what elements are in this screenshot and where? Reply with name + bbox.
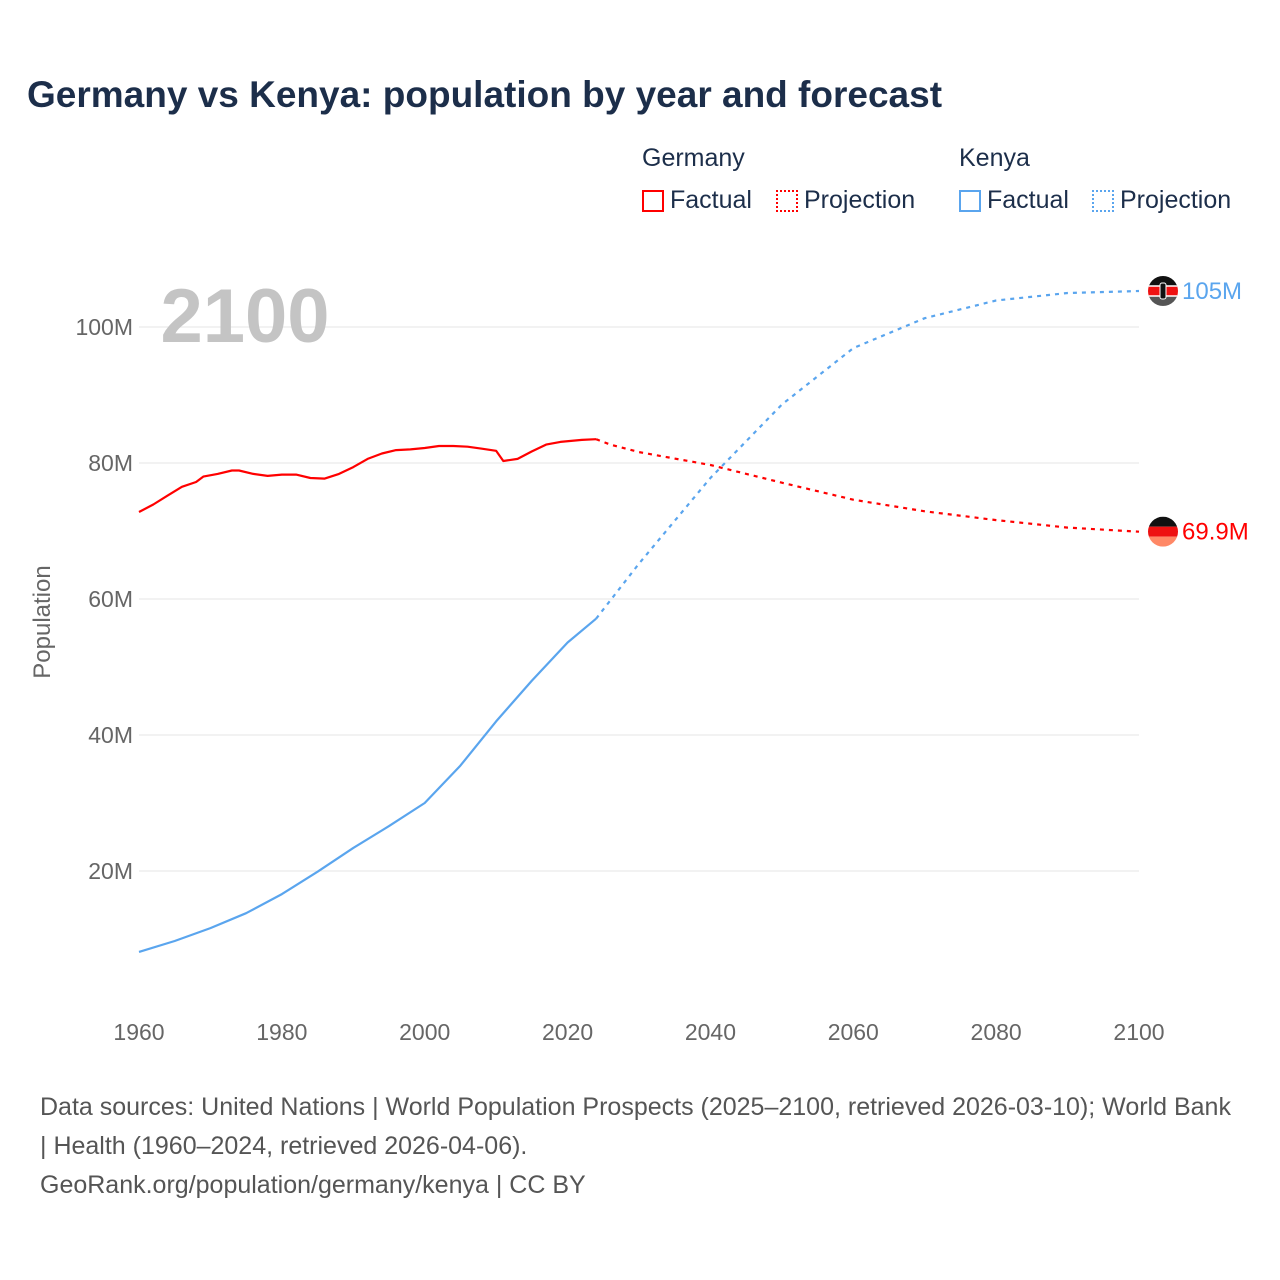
x-tick-label: 2040: [685, 1019, 736, 1045]
footer: Data sources: United Nations | World Pop…: [40, 1088, 1240, 1205]
dotted-swatch-icon: [776, 189, 798, 212]
y-tick-label: 20M: [88, 858, 133, 884]
solid-swatch-icon: [642, 189, 664, 212]
flag-stripes: [1148, 275, 1178, 306]
legend-kenya-projection[interactable]: Projection: [1092, 186, 1231, 215]
series-line-kenya-projection: [595, 289, 1140, 620]
y-axis-label: Population: [29, 565, 56, 678]
flag-stripes: [1148, 516, 1178, 547]
legend-kenya-factual[interactable]: Factual: [959, 186, 1069, 215]
x-tick-label: 2000: [399, 1019, 450, 1045]
solid-swatch-icon: [959, 189, 981, 212]
flag-stripe: [1148, 516, 1178, 527]
x-tick-label: 2060: [828, 1019, 879, 1045]
dotted-swatch-icon: [1092, 189, 1114, 212]
end-value-label: 105M: [1182, 278, 1242, 305]
legend-germany-factual[interactable]: Factual: [642, 186, 752, 215]
series-line-kenya-factual: [138, 617, 597, 953]
end-value-label: 69.9M: [1182, 519, 1249, 546]
legend-label: Projection: [804, 186, 916, 214]
flag-shield: [1159, 282, 1167, 300]
legend-germany-projection[interactable]: Projection: [776, 186, 915, 215]
year-label: 2100: [160, 274, 329, 359]
x-tick-label: 1980: [256, 1019, 307, 1045]
flag-stripe: [1148, 526, 1178, 537]
series-line-germany-factual: [138, 438, 597, 513]
kenya-flag-icon: [1148, 275, 1178, 306]
flag-stripe: [1148, 536, 1178, 547]
legend-group-germany: Germany: [642, 144, 745, 172]
series-line-germany-projection: [595, 438, 1140, 533]
germany-flag-icon: [1148, 516, 1178, 547]
flag-stripe: [1148, 275, 1178, 286]
data-sources: Data sources: United Nations | World Pop…: [40, 1093, 1231, 1160]
y-tick-label: 60M: [88, 586, 133, 612]
y-tick-label: 40M: [88, 722, 133, 748]
source-link[interactable]: GeoRank.org/population/germany/kenya | C…: [40, 1171, 586, 1199]
x-tick-label: 2100: [1113, 1019, 1164, 1045]
legend-label: Factual: [987, 186, 1069, 214]
chart-title: Germany vs Kenya: population by year and…: [27, 74, 943, 115]
y-tick-label: 80M: [88, 450, 133, 476]
x-tick-label: 2080: [971, 1019, 1022, 1045]
x-tick-label: 1960: [113, 1019, 164, 1045]
flag-stripe: [1148, 295, 1178, 306]
y-tick-label: 100M: [75, 314, 133, 340]
x-tick-label: 2020: [542, 1019, 593, 1045]
legend-label: Projection: [1120, 186, 1232, 214]
legend-label: Factual: [670, 186, 752, 214]
legend-group-kenya: Kenya: [959, 144, 1030, 172]
